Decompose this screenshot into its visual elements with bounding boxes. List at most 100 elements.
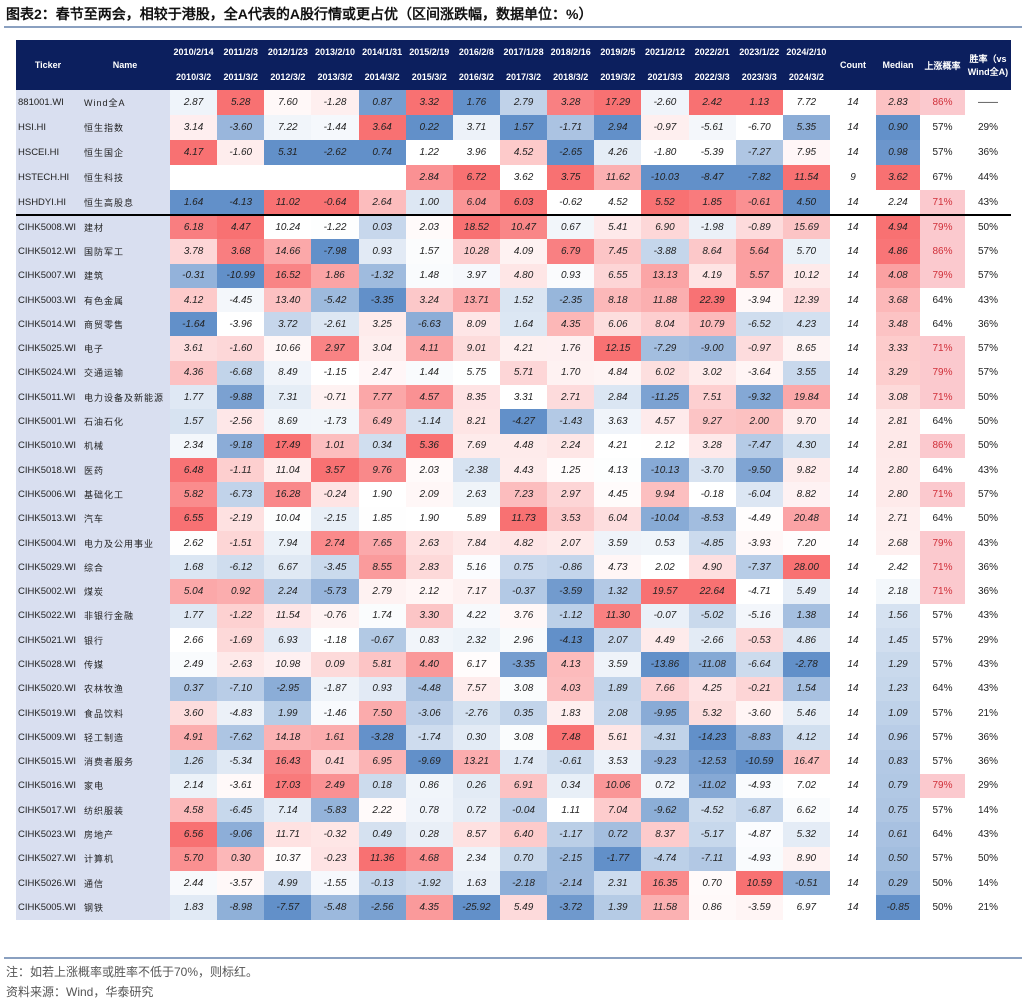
return-cell: 11.54 xyxy=(782,165,830,190)
return-cell: 1.90 xyxy=(358,482,406,507)
return-cell: 2.42 xyxy=(688,90,736,115)
return-cell: -2.14 xyxy=(547,871,595,896)
win-rate-cell: 29% xyxy=(977,122,998,133)
return-cell: 10.79 xyxy=(688,312,736,337)
return-cell: 8.69 xyxy=(264,409,312,434)
median-cell: 0.50 xyxy=(875,846,920,872)
return-cell: 4.30 xyxy=(782,433,830,458)
return-cell: 5.04 xyxy=(170,579,218,604)
win-rate-cell: 43% xyxy=(977,537,998,549)
name-cell: 轻工制造 xyxy=(80,725,170,750)
header-up-prob: 上涨概率 xyxy=(919,40,965,90)
return-cell: 7.22 xyxy=(264,115,312,140)
ticker-cell: CIHK5024.WI xyxy=(16,360,80,386)
ticker-cell: CIHK5023.WI xyxy=(16,822,80,847)
count-cell: 14 xyxy=(847,586,859,598)
up-prob-cell: 79% xyxy=(919,530,965,556)
return-cell: 3.60 xyxy=(170,700,218,726)
return-cell: 3.72 xyxy=(264,312,312,337)
return-cell: 4.21 xyxy=(499,336,548,361)
median-cell: 2.42 xyxy=(875,555,920,580)
return-cell: -6.12 xyxy=(217,555,265,580)
return-cell: 1.85 xyxy=(358,506,406,531)
return-cell: 11.04 xyxy=(264,457,312,483)
return-cell: 0.41 xyxy=(311,749,359,774)
up-prob-cell: 57% xyxy=(932,756,953,768)
return-cell: 3.02 xyxy=(688,360,736,386)
return-cell: 6.48 xyxy=(170,457,218,483)
return-cell: 8.49 xyxy=(264,360,312,386)
return-cell: -0.24 xyxy=(311,482,359,507)
return-cell: -14.23 xyxy=(688,725,736,750)
table-row: CIHK5025.WI 电子 3.61 -1.60 10.66 2.97 3.04 4.11 9… xyxy=(16,336,1011,361)
name-cell: 建材 xyxy=(80,215,170,240)
table-row: CIHK5021.WI 银行 2.66 -1.69 6.93 -1.18 -0.67 0.83… xyxy=(16,628,1011,653)
median-cell: 4.94 xyxy=(875,215,920,240)
return-cell: 7.94 xyxy=(264,530,312,556)
return-cell xyxy=(217,165,264,190)
win-rate-cell: 44% xyxy=(977,172,998,183)
return-cell: -0.23 xyxy=(311,846,359,872)
return-cell: 7.48 xyxy=(547,725,595,750)
return-cell: 0.86 xyxy=(688,895,736,920)
return-cell: -0.21 xyxy=(735,676,783,701)
return-cell: 6.55 xyxy=(170,506,218,531)
return-cell: 0.35 xyxy=(499,700,548,726)
table-row: CIHK5009.WI 轻工制造 4.91 -7.62 14.18 1.61 -3.28 -1… xyxy=(16,725,1011,750)
count-cell: 14 xyxy=(847,537,859,549)
return-cell: 17.49 xyxy=(264,433,312,458)
period-end: 2018/3/2 xyxy=(553,72,589,82)
period-start: 2010/2/14 xyxy=(173,47,214,57)
count-cell: 14 xyxy=(847,367,859,379)
return-cell: 2.34 xyxy=(452,846,500,872)
win-rate-cell: 50% xyxy=(977,416,998,428)
name-cell: Wind全A xyxy=(80,90,170,115)
return-cell: 4.23 xyxy=(782,312,830,337)
header-win-rate: 胜率（vs Wind全A) xyxy=(964,40,1011,90)
return-cell: 0.18 xyxy=(358,773,406,799)
return-cell: 2.24 xyxy=(547,433,595,458)
table-row: CIHK5019.WI 食品饮料 3.60 -4.83 1.99 -1.46 7.50 -3.… xyxy=(16,700,1011,726)
name-cell: 电力设备及新能源 xyxy=(80,385,170,410)
count-cell: 14 xyxy=(847,853,859,865)
median-cell: 2.68 xyxy=(875,530,920,556)
win-rate-cell: 43% xyxy=(977,829,998,841)
return-cell: -8.47 xyxy=(688,165,736,190)
return-cell: 5.35 xyxy=(782,115,830,140)
count-cell: 14 xyxy=(847,197,859,208)
return-cell: 2.84 xyxy=(594,385,642,410)
return-cell: 10.37 xyxy=(264,846,312,872)
return-cell: 3.28 xyxy=(688,433,736,458)
count-cell: 14 xyxy=(847,707,859,719)
header-period: 2017/1/28 2017/3/2 xyxy=(499,40,548,90)
return-cell: 5.49 xyxy=(782,579,830,604)
return-cell: 2.97 xyxy=(547,482,595,507)
return-cell: 4.80 xyxy=(499,263,548,288)
return-cell: 3.64 xyxy=(358,115,406,140)
return-cell: -10.03 xyxy=(641,165,689,190)
count-cell: 14 xyxy=(847,343,859,355)
return-cell: -8.98 xyxy=(217,895,265,920)
return-cell: -7.47 xyxy=(735,433,783,458)
return-cell: 2.79 xyxy=(358,579,406,604)
return-cell: -1.87 xyxy=(311,676,359,701)
return-cell: 1.52 xyxy=(499,287,548,313)
return-cell: 12.15 xyxy=(594,336,642,361)
ticker-cell: HSI.HI xyxy=(16,115,80,140)
period-start: 2015/2/19 xyxy=(409,47,450,57)
return-cell: 2.79 xyxy=(499,90,548,115)
return-cell: -1.22 xyxy=(311,215,359,240)
return-cell: 1.77 xyxy=(170,385,218,410)
return-cell: 3.53 xyxy=(547,506,595,531)
return-cell: 3.32 xyxy=(405,90,453,115)
return-cell: 13.40 xyxy=(264,287,312,313)
return-cell: 8.82 xyxy=(782,482,830,507)
return-cell: 11.62 xyxy=(594,165,642,190)
return-cell: 2.07 xyxy=(547,530,595,556)
return-cell: 2.32 xyxy=(452,628,500,653)
up-prob-cell: 71% xyxy=(919,190,965,215)
return-cell: 8.55 xyxy=(358,555,406,580)
ticker-cell: CIHK5007.WI xyxy=(16,263,80,288)
up-prob-cell: 71% xyxy=(919,385,965,410)
return-cell: 4.82 xyxy=(499,530,548,556)
